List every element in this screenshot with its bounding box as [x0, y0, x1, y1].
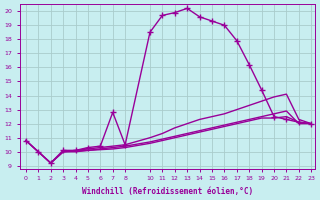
X-axis label: Windchill (Refroidissement éolien,°C): Windchill (Refroidissement éolien,°C) [82, 187, 253, 196]
